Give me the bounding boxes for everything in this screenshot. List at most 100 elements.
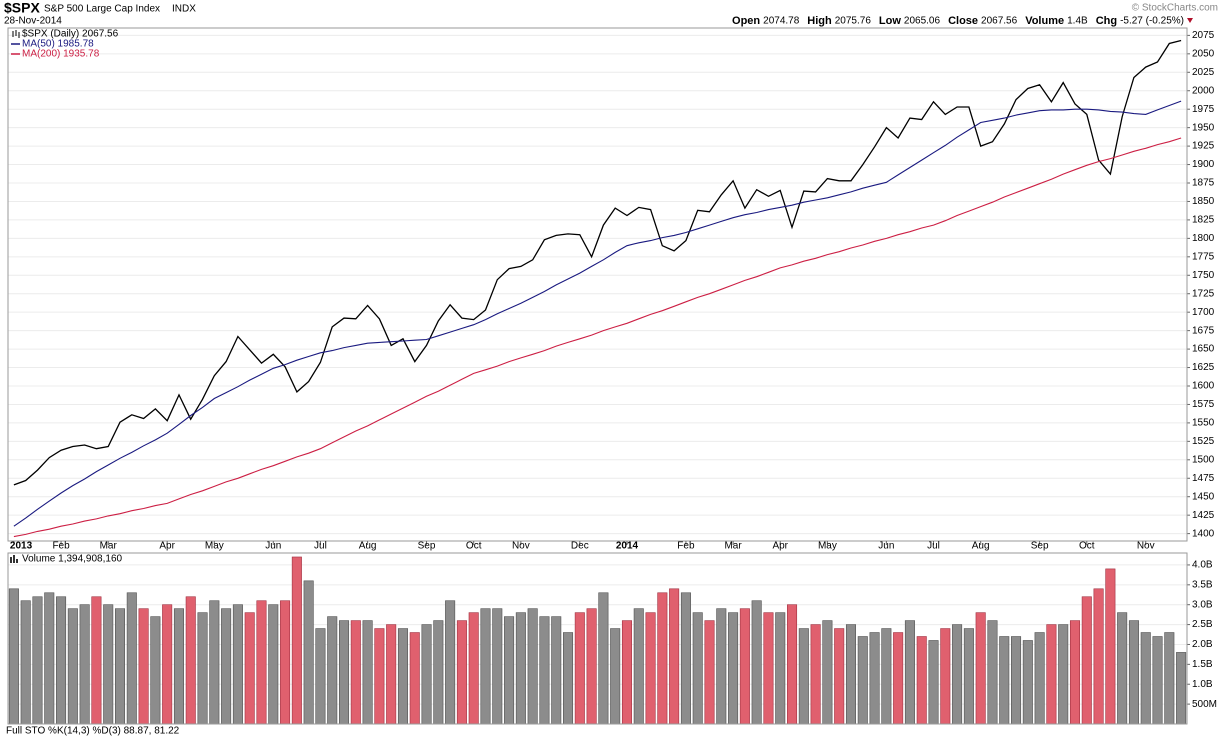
- legend-swatch: [12, 30, 20, 38]
- volume-bar: [598, 592, 609, 725]
- volume-bar: [645, 612, 656, 725]
- volume-bar: [621, 620, 632, 725]
- y-tick-label: 1500: [1192, 454, 1215, 465]
- down-arrow: [1187, 18, 1193, 23]
- volume-bar: [999, 636, 1010, 725]
- y-tick-label: 1800: [1192, 233, 1215, 244]
- y-tick-label: 1700: [1192, 307, 1215, 318]
- y-tick-label: 1975: [1192, 104, 1215, 115]
- y-tick-label: 1625: [1192, 362, 1215, 373]
- quote-label: Open: [732, 15, 760, 27]
- volume-bar: [904, 620, 915, 725]
- y-tick-label: 1950: [1192, 122, 1215, 133]
- y-tick-label: 1775: [1192, 251, 1215, 262]
- quote-label: Close: [948, 15, 978, 27]
- quote-value: -5.27 (-0.25%): [1120, 16, 1184, 27]
- volume-bar: [692, 612, 703, 725]
- volume-bar: [138, 608, 149, 725]
- volume-bar: [551, 616, 562, 725]
- volume-bar: [173, 608, 184, 725]
- x-tick-label: May: [818, 541, 837, 552]
- volume-bar: [1058, 624, 1069, 725]
- y-tick-label: 1550: [1192, 418, 1215, 429]
- volume-bar: [79, 604, 90, 725]
- volume-bar: [209, 600, 220, 725]
- x-tick-label: Mar: [100, 541, 118, 552]
- volume-bar: [1011, 636, 1022, 725]
- volume-bar: [374, 628, 385, 725]
- y-tick-label: 1825: [1192, 215, 1215, 226]
- y-tick-label: 1850: [1192, 196, 1215, 207]
- lower-panel-title: Full STO %K(14,3) %D(3) 88.87, 81.22: [6, 726, 180, 737]
- volume-bar: [669, 588, 680, 725]
- x-tick-label: Sep: [418, 541, 436, 552]
- y-tick-label: 500M: [1192, 699, 1217, 710]
- y-tick-label: 3.0B: [1192, 599, 1213, 610]
- volume-bar: [881, 628, 892, 725]
- x-tick-label: Jul: [314, 541, 327, 552]
- volume-bar: [893, 632, 904, 725]
- exchange: INDX: [172, 4, 196, 15]
- volume-bar: [150, 616, 161, 725]
- volume-bar: [1176, 652, 1187, 725]
- y-tick-label: 1675: [1192, 325, 1215, 336]
- volume-bar: [657, 592, 668, 725]
- watermark: © StockCharts.com: [1132, 3, 1218, 14]
- y-tick-label: 1725: [1192, 288, 1215, 299]
- y-tick-label: 1475: [1192, 473, 1215, 484]
- volume-bar: [845, 624, 857, 725]
- volume-bar: [350, 620, 361, 725]
- volume-bar: [716, 608, 727, 725]
- y-tick-label: 1875: [1192, 178, 1215, 189]
- volume-icon: [10, 555, 18, 563]
- x-tick-label: 2014: [616, 541, 639, 552]
- volume-bar: [1140, 632, 1151, 725]
- volume-bar: [232, 604, 243, 725]
- volume-bar: [633, 608, 644, 725]
- volume-bar: [574, 612, 585, 725]
- y-tick-label: 2050: [1192, 48, 1215, 59]
- volume-bar: [480, 608, 491, 725]
- volume-bar: [456, 620, 467, 725]
- x-tick-label: Sep: [1031, 541, 1049, 552]
- quote-value: 2067.56: [981, 16, 1018, 27]
- volume-bar: [315, 628, 326, 725]
- x-tick-label: Apr: [772, 541, 788, 552]
- series-line: [13, 100, 1182, 527]
- volume-bar: [1034, 632, 1045, 725]
- quote-value: 2074.78: [763, 16, 800, 27]
- volume-bar: [114, 608, 126, 725]
- x-tick-label: Oct: [466, 541, 482, 552]
- x-tick-label: Nov: [1137, 541, 1155, 552]
- volume-bar: [586, 608, 597, 725]
- volume-bar: [268, 604, 279, 725]
- volume-bar: [1046, 624, 1057, 725]
- volume-bar: [280, 600, 291, 725]
- volume-bar: [303, 580, 314, 725]
- y-tick-label: 1525: [1192, 436, 1215, 447]
- x-tick-label: Feb: [677, 541, 695, 552]
- y-tick-label: 1925: [1192, 141, 1215, 152]
- x-tick-label: Nov: [512, 541, 530, 552]
- y-tick-label: 2.0B: [1192, 639, 1213, 650]
- y-tick-label: 1750: [1192, 270, 1215, 281]
- volume-bar: [327, 616, 338, 725]
- volume-bar: [1117, 612, 1128, 725]
- volume-bar: [610, 628, 621, 725]
- volume-bar: [1128, 620, 1139, 725]
- legend-label: $SPX (Daily) 2067.56: [22, 29, 119, 40]
- x-tick-label: May: [205, 541, 224, 552]
- volume-bar: [869, 632, 880, 725]
- volume-bar: [1022, 640, 1033, 725]
- volume-bar: [1093, 588, 1104, 725]
- volume-bar: [928, 640, 939, 725]
- y-tick-label: 1450: [1192, 491, 1215, 502]
- y-tick-label: 1.0B: [1192, 679, 1213, 690]
- volume-bar: [775, 612, 786, 725]
- volume-bar: [739, 608, 750, 725]
- volume-bar: [56, 596, 67, 725]
- y-tick-label: 2.5B: [1192, 619, 1213, 630]
- y-tick-label: 2075: [1192, 30, 1215, 41]
- x-tick-label: Oct: [1079, 541, 1095, 552]
